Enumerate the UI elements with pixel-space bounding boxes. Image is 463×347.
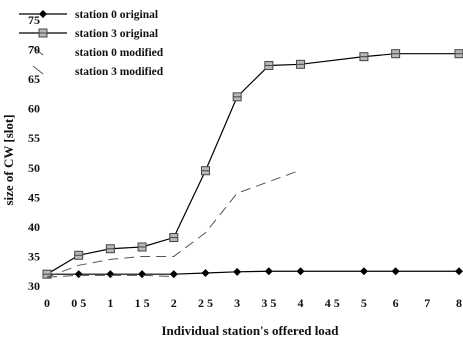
series-line <box>46 53 459 275</box>
x-tick-label: 5 <box>361 296 367 310</box>
x-tick-label: 1 5 <box>135 296 150 310</box>
series-line <box>46 274 174 278</box>
legend-item: station 0 original <box>19 9 158 21</box>
y-tick-label: 70 <box>28 43 40 57</box>
y-tick-label: 35 <box>28 249 40 263</box>
y-tick-label: 30 <box>28 279 40 293</box>
legend-line <box>32 46 44 56</box>
x-tick-label: 1 <box>107 296 113 310</box>
data-point <box>296 267 305 276</box>
x-tick-label: 0 5 <box>71 296 86 310</box>
y-tick-label: 75 <box>28 13 40 27</box>
y-tick-label: 55 <box>28 131 40 145</box>
legend-label: station 3 original <box>75 28 158 40</box>
x-tick-label: 6 <box>393 296 399 310</box>
data-point <box>391 267 400 276</box>
data-point <box>138 270 147 279</box>
legend-label: station 3 modified <box>75 66 164 78</box>
legend-item: station 0 modified <box>32 46 164 59</box>
plot-area <box>42 49 463 279</box>
x-tick-label: 3 5 <box>261 296 276 310</box>
legend-label: station 0 original <box>75 9 158 21</box>
data-point <box>169 270 178 279</box>
data-point <box>106 270 115 279</box>
data-point <box>359 267 368 276</box>
x-tick-label: 4 <box>298 296 304 310</box>
x-tick-label: 3 <box>234 296 240 310</box>
y-tick-label: 45 <box>28 190 40 204</box>
x-tick-label: 0 <box>44 296 50 310</box>
series-line <box>46 169 301 278</box>
y-tick-label: 65 <box>28 72 40 86</box>
data-point <box>264 267 273 276</box>
data-point <box>74 270 83 279</box>
data-point <box>455 267 463 276</box>
series-3 <box>46 274 174 278</box>
y-tick-label: 40 <box>28 220 40 234</box>
legend: station 0 original station 3 original stat… <box>19 9 164 78</box>
legend-line <box>32 65 44 75</box>
y-tick-label: 60 <box>28 102 40 116</box>
x-tick-label: 4 5 <box>325 296 340 310</box>
series-2 <box>42 49 463 279</box>
x-tick-label: 8 <box>456 296 462 310</box>
legend-item: station 3 original <box>19 28 158 40</box>
x-tick-label: 2 5 <box>198 296 213 310</box>
series-4 <box>46 169 301 278</box>
legend-label: station 0 modified <box>75 47 164 59</box>
data-point <box>201 268 210 277</box>
y-tick-label: 50 <box>28 161 40 175</box>
legend-marker <box>39 10 47 18</box>
x-tick-label: 7 <box>424 296 430 310</box>
series-line <box>47 270 459 275</box>
y-axis-title: size of CW [slot] <box>1 114 16 205</box>
x-tick-label: 2 <box>171 296 177 310</box>
data-point <box>233 267 242 276</box>
legend-item: station 3 modified <box>32 65 164 78</box>
x-axis-title: Individual station's offered load <box>161 323 339 338</box>
series-1 <box>43 267 463 279</box>
